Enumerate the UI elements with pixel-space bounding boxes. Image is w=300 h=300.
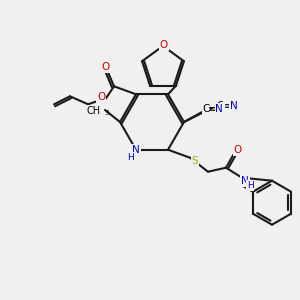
- Text: C: C: [216, 101, 224, 111]
- Text: N: N: [230, 101, 238, 111]
- Text: N: N: [215, 104, 223, 114]
- Text: N: N: [241, 176, 249, 186]
- Text: ≡: ≡: [224, 101, 232, 111]
- Text: N: N: [132, 145, 140, 155]
- Text: H: H: [247, 181, 254, 190]
- Text: C: C: [202, 104, 210, 114]
- Text: 3: 3: [104, 110, 109, 116]
- Text: O: O: [101, 62, 109, 72]
- Text: ≡: ≡: [208, 104, 216, 114]
- Text: O: O: [234, 145, 242, 155]
- Text: O: O: [160, 40, 168, 50]
- Text: O: O: [97, 92, 105, 102]
- Text: CH: CH: [87, 106, 101, 116]
- Text: H: H: [128, 153, 134, 162]
- Text: S: S: [192, 156, 198, 166]
